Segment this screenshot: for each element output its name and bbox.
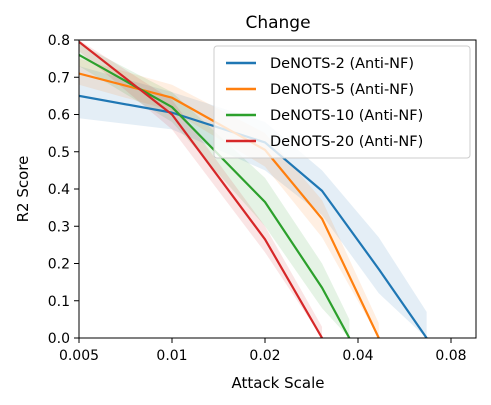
y-tick-label: 0.1 bbox=[48, 294, 70, 310]
y-axis-ticks: 0.0 0.1 0.2 0.3 0.4 0.5 0.6 0.7 0.8 bbox=[48, 33, 79, 347]
x-tick-label: 0.08 bbox=[435, 348, 466, 364]
legend-label: DeNOTS-10 (Anti-NF) bbox=[270, 108, 423, 124]
y-tick-label: 0.5 bbox=[48, 145, 70, 161]
x-tick-label: 0.005 bbox=[59, 348, 99, 364]
y-tick-label: 0.3 bbox=[48, 219, 70, 235]
y-tick-label: 0.6 bbox=[48, 108, 70, 124]
x-tick-label: 0.04 bbox=[342, 348, 373, 364]
chart-title: Change bbox=[245, 13, 310, 33]
confidence-band bbox=[79, 40, 323, 338]
y-tick-label: 0.2 bbox=[48, 257, 70, 273]
y-tick-label: 0.7 bbox=[48, 70, 70, 86]
legend-box bbox=[213, 45, 471, 159]
x-tick-label: 0.01 bbox=[156, 348, 187, 364]
y-tick-label: 0.4 bbox=[48, 182, 70, 198]
y-axis-label: R2 Score bbox=[14, 156, 32, 223]
series-line bbox=[79, 94, 428, 338]
legend-label: DeNOTS-20 (Anti-NF) bbox=[270, 134, 423, 150]
series-line bbox=[79, 40, 324, 338]
confidence-band bbox=[79, 43, 350, 338]
y-tick-label: 0.0 bbox=[48, 331, 70, 347]
legend-label: DeNOTS-2 (Anti-NF) bbox=[270, 56, 414, 72]
legend-label: DeNOTS-5 (Anti-NF) bbox=[270, 82, 414, 98]
plot-frame bbox=[78, 39, 477, 339]
x-tick-label: 0.02 bbox=[249, 348, 280, 364]
x-axis-ticks: 0.005 0.01 0.02 0.04 0.08 bbox=[59, 338, 467, 364]
x-axis-label: Attack Scale bbox=[231, 374, 324, 392]
y-tick-label: 0.8 bbox=[48, 33, 70, 49]
legend: DeNOTS-2 (Anti-NF) DeNOTS-5 (Anti-NF) DeNO… bbox=[213, 45, 471, 159]
